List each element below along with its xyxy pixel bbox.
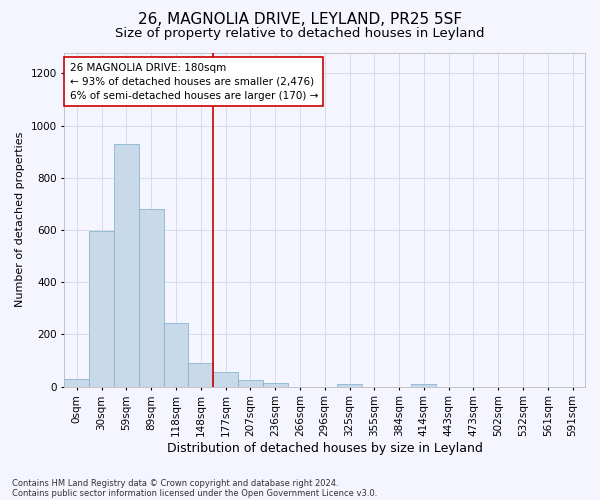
Bar	[89, 232, 114, 386]
Bar	[337, 384, 362, 386]
Y-axis label: Number of detached properties: Number of detached properties	[15, 132, 25, 308]
Bar	[164, 322, 188, 386]
X-axis label: Distribution of detached houses by size in Leyland: Distribution of detached houses by size …	[167, 442, 482, 455]
Bar	[238, 380, 263, 386]
Bar	[213, 372, 238, 386]
Bar	[263, 383, 287, 386]
Bar	[64, 379, 89, 386]
Bar	[114, 144, 139, 386]
Text: Contains public sector information licensed under the Open Government Licence v3: Contains public sector information licen…	[12, 488, 377, 498]
Text: 26, MAGNOLIA DRIVE, LEYLAND, PR25 5SF: 26, MAGNOLIA DRIVE, LEYLAND, PR25 5SF	[138, 12, 462, 28]
Text: Contains HM Land Registry data © Crown copyright and database right 2024.: Contains HM Land Registry data © Crown c…	[12, 478, 338, 488]
Text: Size of property relative to detached houses in Leyland: Size of property relative to detached ho…	[115, 28, 485, 40]
Bar	[188, 363, 213, 386]
Bar	[412, 384, 436, 386]
Bar	[139, 209, 164, 386]
Text: 26 MAGNOLIA DRIVE: 180sqm
← 93% of detached houses are smaller (2,476)
6% of sem: 26 MAGNOLIA DRIVE: 180sqm ← 93% of detac…	[70, 62, 318, 100]
